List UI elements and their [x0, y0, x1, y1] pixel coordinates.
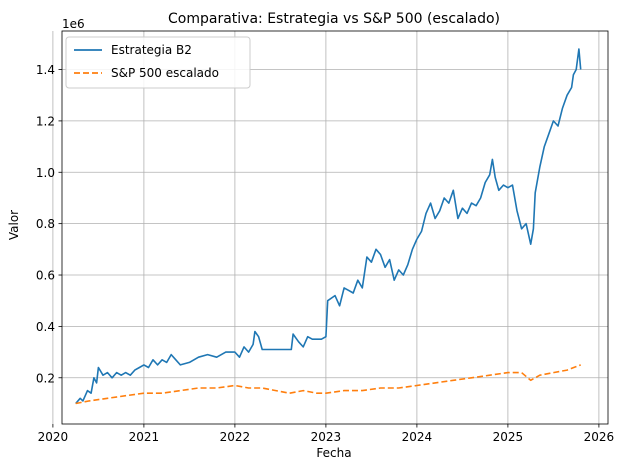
- strategy-line: [75, 48, 582, 405]
- y-tick-label: 1.4: [36, 63, 55, 77]
- chart-title: Comparativa: Estrategia vs S&P 500 (esca…: [168, 11, 500, 27]
- y-tick-label: 0.6: [36, 269, 55, 283]
- legend: Estrategia B2 S&P 500 escalado: [65, 36, 251, 89]
- y-tick-label: 0.8: [36, 217, 55, 231]
- y-tick-label: 0.2: [36, 371, 55, 385]
- x-tick-label: 2021: [129, 430, 160, 444]
- grid-layer: [52, 31, 608, 424]
- y-offset-label: 1e6: [62, 17, 85, 31]
- x-tick-label: 2020: [38, 430, 69, 444]
- y-tick-label: 1.2: [36, 114, 55, 128]
- plot-frame: [61, 30, 609, 425]
- x-tick-label: 2025: [493, 430, 524, 444]
- x-tick-label: 2026: [584, 430, 615, 444]
- y-tick-label: 0.4: [36, 320, 55, 334]
- legend-box: [65, 36, 251, 89]
- legend-label-sp500: S&P 500 escalado: [111, 66, 219, 80]
- x-tick-label: 2024: [402, 430, 433, 444]
- y-axis-label: Valor: [7, 210, 21, 240]
- x-axis-label: Fecha: [316, 446, 351, 460]
- x-tick-label: 2022: [220, 430, 251, 444]
- legend-label-strategy: Estrategia B2: [111, 43, 192, 57]
- sp500-line: [75, 364, 581, 405]
- ticks-layer: 2020 2021 2022 2023 2024 2025 2026 0.2 0.4 0.6 0.8…: [36, 63, 614, 444]
- series-layer: [75, 48, 582, 405]
- x-tick-label: 2023: [311, 430, 342, 444]
- y-tick-label: 1.0: [36, 166, 55, 180]
